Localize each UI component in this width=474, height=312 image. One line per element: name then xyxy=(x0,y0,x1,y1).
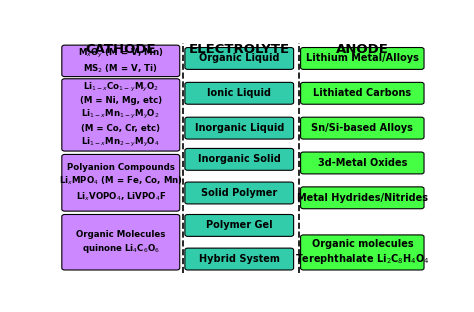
Text: Polymer Gel: Polymer Gel xyxy=(206,220,273,231)
Text: M$_x$O$_y$ (M = V, Mn)
MS$_2$ (M = V, Ti): M$_x$O$_y$ (M = V, Mn) MS$_2$ (M = V, Ti… xyxy=(78,46,164,75)
Text: CATHODE: CATHODE xyxy=(86,43,156,56)
FancyBboxPatch shape xyxy=(185,248,293,270)
Text: Inorganic Solid: Inorganic Solid xyxy=(198,154,281,164)
Text: Li$_{1-x}$Co$_{1-y}$M$_y$O$_2$
(M = Ni, Mg, etc)
Li$_{1-x}$Mn$_{1-y}$M$_y$O$_2$
: Li$_{1-x}$Co$_{1-y}$M$_y$O$_2$ (M = Ni, … xyxy=(80,81,162,149)
Text: Organic molecules
Terephthalate Li$_2$C$_8$H$_4$O$_4$: Organic molecules Terephthalate Li$_2$C$… xyxy=(295,239,430,266)
Text: Organic Molecules
quinone Li$_4$C$_6$O$_6$: Organic Molecules quinone Li$_4$C$_6$O$_… xyxy=(76,230,165,255)
Text: ELECTROLYTE: ELECTROLYTE xyxy=(189,43,290,56)
Text: Metal Hydrides/Nitrides: Metal Hydrides/Nitrides xyxy=(297,193,428,203)
FancyBboxPatch shape xyxy=(185,214,293,236)
FancyBboxPatch shape xyxy=(301,152,424,174)
Text: Lithium Metal/Alloys: Lithium Metal/Alloys xyxy=(306,53,419,63)
FancyBboxPatch shape xyxy=(62,214,180,270)
FancyBboxPatch shape xyxy=(185,149,293,170)
FancyBboxPatch shape xyxy=(301,47,424,69)
FancyBboxPatch shape xyxy=(301,82,424,104)
FancyBboxPatch shape xyxy=(301,117,424,139)
Text: ANODE: ANODE xyxy=(336,43,389,56)
Text: Sn/Si-based Alloys: Sn/Si-based Alloys xyxy=(311,123,413,133)
FancyBboxPatch shape xyxy=(301,187,424,209)
Text: Ionic Liquid: Ionic Liquid xyxy=(207,88,271,98)
FancyBboxPatch shape xyxy=(185,82,293,104)
Text: Inorganic Liquid: Inorganic Liquid xyxy=(194,123,284,133)
Text: 3d-Metal Oxides: 3d-Metal Oxides xyxy=(318,158,407,168)
Text: Lithiated Carbons: Lithiated Carbons xyxy=(313,88,411,98)
Text: Solid Polymer: Solid Polymer xyxy=(201,188,277,198)
Text: Organic Liquid: Organic Liquid xyxy=(199,53,280,63)
FancyBboxPatch shape xyxy=(62,45,180,77)
Text: Hybrid System: Hybrid System xyxy=(199,254,280,264)
FancyBboxPatch shape xyxy=(185,117,293,139)
FancyBboxPatch shape xyxy=(62,79,180,151)
FancyBboxPatch shape xyxy=(301,235,424,270)
FancyBboxPatch shape xyxy=(185,182,293,204)
Text: Polyanion Compounds
Li$_x$MPO$_4$ (M = Fe, Co, Mn)
Li$_x$VOPO$_4$, LiVPO$_4$F: Polyanion Compounds Li$_x$MPO$_4$ (M = F… xyxy=(59,163,183,203)
FancyBboxPatch shape xyxy=(185,47,293,69)
FancyBboxPatch shape xyxy=(62,154,180,211)
